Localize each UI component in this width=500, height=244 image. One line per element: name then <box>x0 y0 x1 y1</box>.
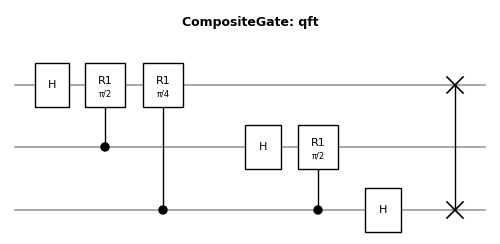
Text: R1: R1 <box>156 76 170 86</box>
Text: R1: R1 <box>310 138 326 148</box>
Bar <box>85 63 125 107</box>
Text: H: H <box>259 142 267 152</box>
Text: π/2: π/2 <box>98 90 112 99</box>
Text: H: H <box>48 80 56 90</box>
Text: H: H <box>379 205 387 215</box>
Circle shape <box>159 206 167 214</box>
Text: π/2: π/2 <box>312 152 324 161</box>
Text: π/4: π/4 <box>156 90 170 99</box>
Text: CompositeGate: qft: CompositeGate: qft <box>182 16 318 29</box>
Circle shape <box>314 206 322 214</box>
Text: R1: R1 <box>98 76 112 86</box>
Bar <box>245 125 281 169</box>
Bar <box>298 125 338 169</box>
Bar <box>35 63 69 107</box>
Circle shape <box>101 143 109 151</box>
Bar <box>365 188 401 232</box>
Bar <box>143 63 183 107</box>
